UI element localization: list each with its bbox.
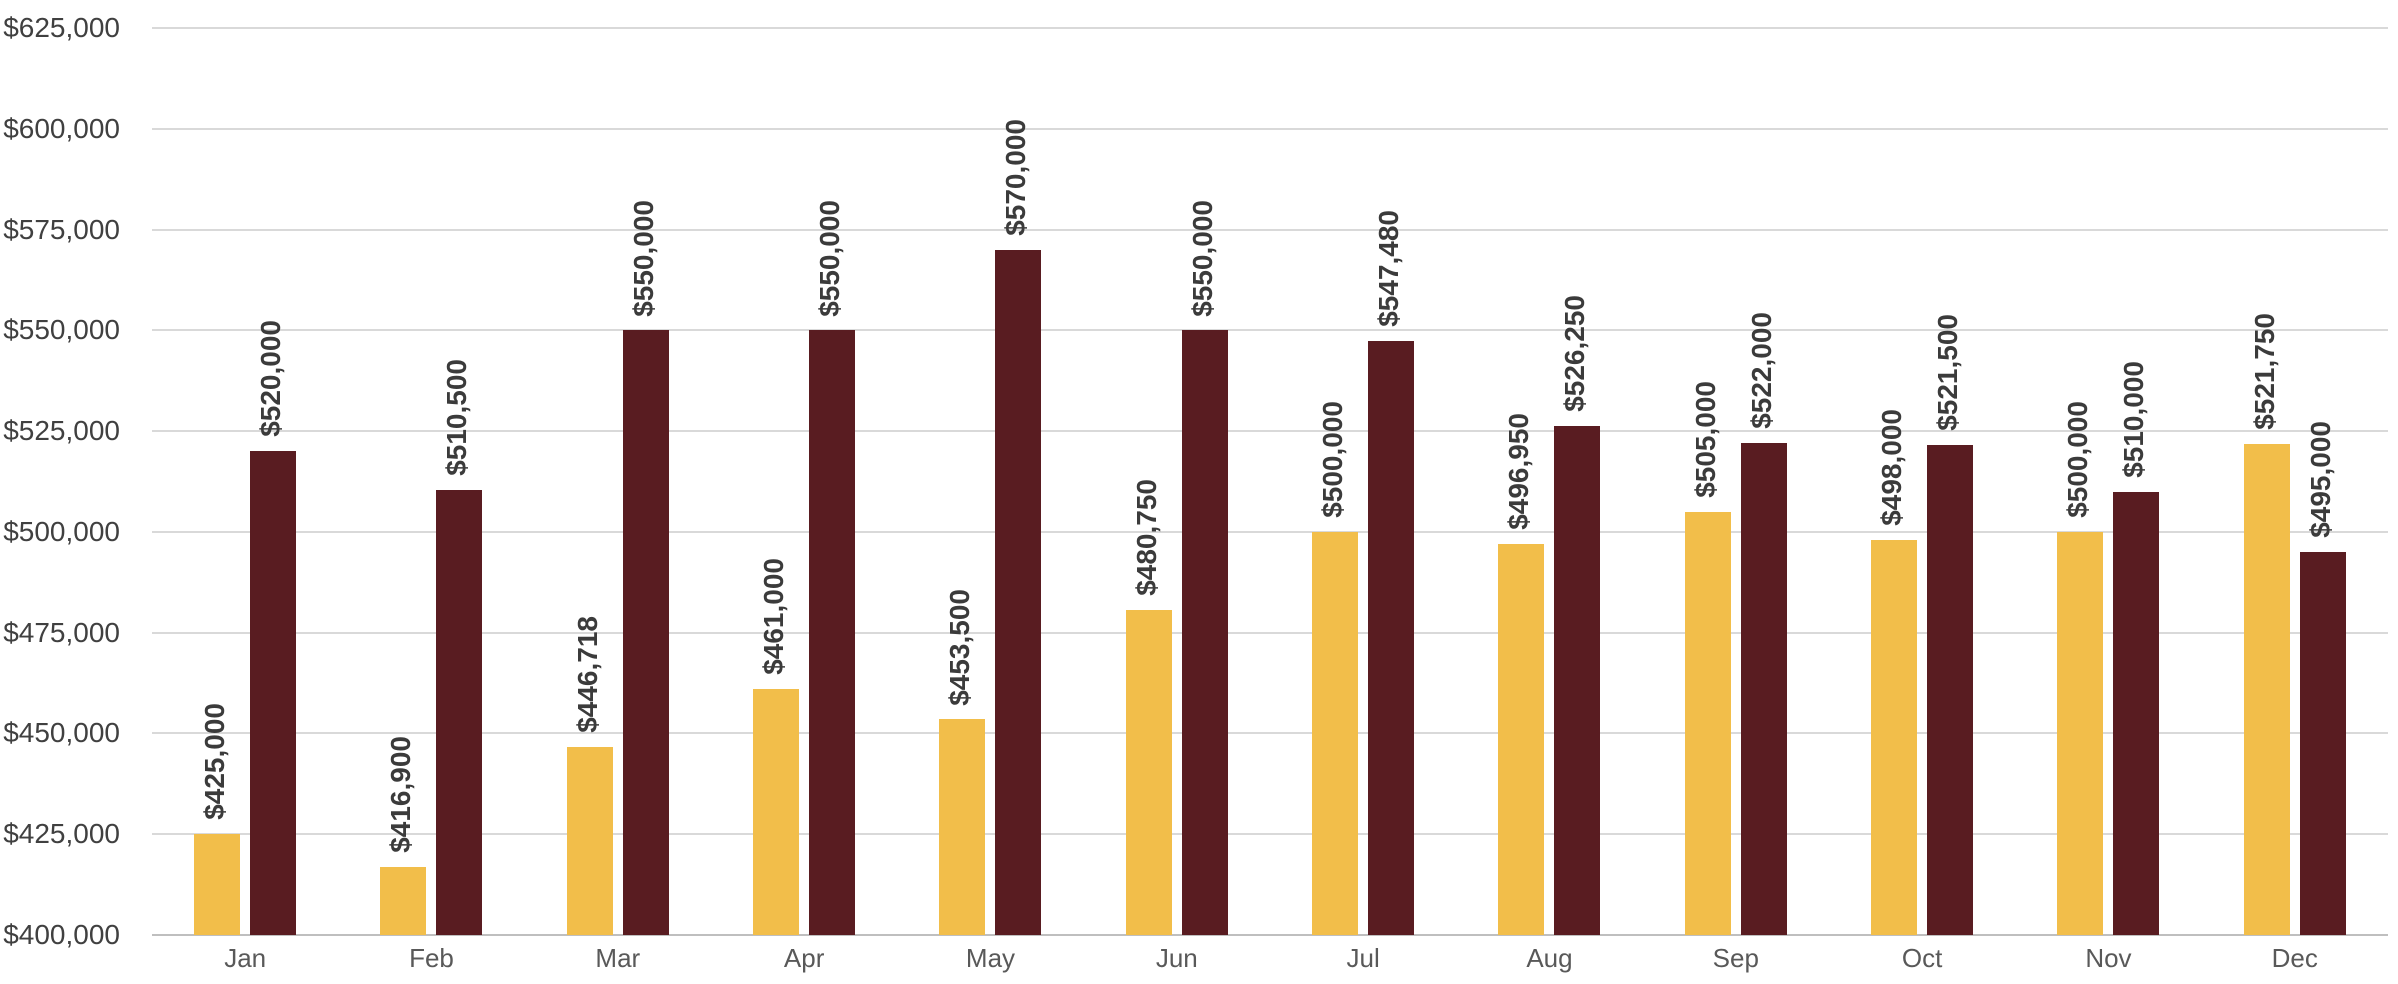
bar-series-2-maroon-mar bbox=[622, 330, 669, 935]
data-label-series-2-maroon-mar: $550,000 bbox=[627, 199, 659, 317]
x-axis-label-mar: Mar bbox=[595, 943, 641, 973]
x-axis-label-jul: Jul bbox=[1346, 943, 1380, 973]
data-label-series-2-maroon-nov: $510,000 bbox=[2118, 360, 2150, 478]
bar-series-1-gold-jun bbox=[1125, 609, 1172, 935]
y-axis: $625,000 $600,000 $575,000 $550,000 $525,000… bbox=[0, 12, 138, 950]
bar-series-1-gold-apr bbox=[753, 689, 800, 935]
x-axis-label-jan: Jan bbox=[224, 943, 267, 973]
bar-series-2-maroon-dec bbox=[2299, 552, 2346, 935]
data-label-series-2-maroon-sep: $522,000 bbox=[1745, 312, 1777, 430]
bar-series-1-gold-feb bbox=[380, 866, 427, 935]
bar-series-1-gold-sep bbox=[1684, 511, 1731, 935]
gridline bbox=[152, 631, 2388, 634]
data-label-series-2-maroon-jan: $520,000 bbox=[255, 320, 287, 438]
y-axis-tick-label: $425,000 bbox=[3, 818, 120, 850]
bar-group-aug: $496,950 $526,250 bbox=[1456, 28, 1642, 935]
x-axis-label-feb: Feb bbox=[409, 943, 454, 973]
gridline bbox=[152, 732, 2388, 735]
x-axis-label-jun: Jun bbox=[1155, 943, 1198, 973]
data-label-series-1-gold-may: $453,500 bbox=[944, 588, 976, 706]
bar-series-1-gold-oct bbox=[1871, 539, 1918, 935]
gridline bbox=[152, 329, 2388, 332]
data-label-series-2-maroon-may: $570,000 bbox=[1000, 118, 1032, 236]
bar-group-dec: $521,750 $495,000 bbox=[2202, 28, 2388, 935]
data-label-series-1-gold-jun: $480,750 bbox=[1130, 478, 1162, 596]
data-label-series-2-maroon-jun: $550,000 bbox=[1186, 199, 1218, 317]
bar-series-2-maroon-feb bbox=[436, 489, 483, 935]
bar-series-1-gold-mar bbox=[566, 746, 613, 935]
bar-series-2-maroon-oct bbox=[1927, 445, 1974, 935]
gridline bbox=[152, 27, 2388, 29]
y-axis-tick-label: $450,000 bbox=[3, 717, 120, 749]
bar-series-2-maroon-may bbox=[995, 249, 1042, 935]
y-axis-tick-label: $600,000 bbox=[3, 112, 120, 144]
y-axis-tick-label: $400,000 bbox=[3, 919, 120, 950]
bar-group-jul: $500,000 $547,480 bbox=[1270, 28, 1456, 935]
y-axis-tick-label: $575,000 bbox=[3, 213, 120, 245]
bar-series-1-gold-aug bbox=[1498, 544, 1545, 935]
gridline bbox=[152, 228, 2388, 231]
data-label-series-1-gold-dec: $521,750 bbox=[2248, 313, 2280, 431]
bar-group-mar: $446,718 $550,000 bbox=[525, 28, 711, 935]
y-axis-tick-label: $525,000 bbox=[3, 415, 120, 447]
x-axis-label-apr: Apr bbox=[783, 943, 825, 973]
bar-series-2-maroon-jan bbox=[250, 451, 297, 935]
bar-series-2-maroon-apr bbox=[809, 330, 856, 935]
data-label-series-1-gold-jan: $425,000 bbox=[199, 703, 231, 821]
bar-series-2-maroon-sep bbox=[1740, 443, 1787, 935]
x-axis-label-sep: Sep bbox=[1712, 943, 1759, 973]
data-label-series-2-maroon-feb: $510,500 bbox=[441, 358, 473, 476]
data-label-series-1-gold-oct: $498,000 bbox=[1876, 409, 1908, 526]
bar-series-1-gold-jul bbox=[1312, 531, 1359, 935]
y-axis-tick-label: $500,000 bbox=[3, 515, 120, 547]
x-axis-label-may: May bbox=[965, 943, 1016, 973]
bar-series-1-gold-nov bbox=[2057, 531, 2104, 935]
gridline bbox=[152, 833, 2388, 836]
x-axis-label-aug: Aug bbox=[1526, 943, 1573, 973]
bar-group-jun: $480,750 $550,000 bbox=[1084, 28, 1270, 935]
data-label-series-2-maroon-aug: $526,250 bbox=[1559, 295, 1591, 413]
x-axis-label-oct: Oct bbox=[1901, 943, 1943, 973]
bar-series-1-gold-jan bbox=[194, 834, 241, 935]
data-label-series-1-gold-feb: $416,900 bbox=[385, 736, 417, 853]
data-label-series-1-gold-nov: $500,000 bbox=[2062, 401, 2094, 518]
data-label-series-2-maroon-oct: $521,500 bbox=[1932, 314, 1964, 432]
data-label-series-1-gold-apr: $461,000 bbox=[758, 558, 790, 676]
x-axis: Jan Feb Mar Apr May Jun Jul Aug Sep Oct Nov Dec bbox=[152, 943, 2388, 981]
bar-group-oct: $498,000 $521,500 bbox=[1829, 28, 2015, 935]
bar-series-2-maroon-jun bbox=[1181, 330, 1228, 935]
data-label-series-1-gold-mar: $446,718 bbox=[571, 615, 603, 733]
bar-group-feb: $416,900 $510,500 bbox=[338, 28, 524, 935]
y-axis-tick-label: $550,000 bbox=[3, 314, 120, 346]
data-label-series-1-gold-sep: $505,000 bbox=[1689, 380, 1721, 498]
bar-series-2-maroon-aug bbox=[1554, 426, 1601, 935]
data-label-series-1-gold-jul: $500,000 bbox=[1317, 401, 1349, 518]
bar-group-jan: $425,000 $520,000 bbox=[152, 28, 338, 935]
bar-group-may: $453,500 $570,000 bbox=[897, 28, 1083, 935]
gridline bbox=[152, 127, 2388, 130]
data-label-series-2-maroon-dec: $495,000 bbox=[2304, 421, 2336, 539]
gridline bbox=[152, 430, 2388, 433]
bar-series-1-gold-dec bbox=[2243, 444, 2290, 935]
x-axis-line bbox=[152, 934, 2388, 936]
bar-group-sep: $505,000 $522,000 bbox=[1643, 28, 1829, 935]
bar-groups: $425,000 $520,000 $416,900 $510,500 $446,718… bbox=[152, 28, 2388, 935]
y-axis-tick-label: $625,000 bbox=[3, 12, 120, 43]
data-label-series-2-maroon-apr: $550,000 bbox=[814, 199, 846, 317]
bar-series-2-maroon-jul bbox=[1368, 340, 1415, 935]
bar-group-apr: $461,000 $550,000 bbox=[711, 28, 897, 935]
data-label-series-2-maroon-jul: $547,480 bbox=[1373, 209, 1405, 327]
data-label-series-1-gold-aug: $496,950 bbox=[1503, 413, 1535, 531]
gridline bbox=[152, 530, 2388, 533]
bar-series-2-maroon-nov bbox=[2113, 491, 2160, 935]
x-axis-label-nov: Nov bbox=[2085, 943, 2132, 973]
x-axis-label-dec: Dec bbox=[2271, 943, 2318, 973]
y-axis-tick-label: $475,000 bbox=[3, 616, 120, 648]
bar-series-1-gold-may bbox=[939, 719, 986, 935]
bar-group-nov: $500,000 $510,000 bbox=[2015, 28, 2201, 935]
plot-area: $425,000 $520,000 $416,900 $510,500 $446,718… bbox=[152, 27, 2388, 936]
